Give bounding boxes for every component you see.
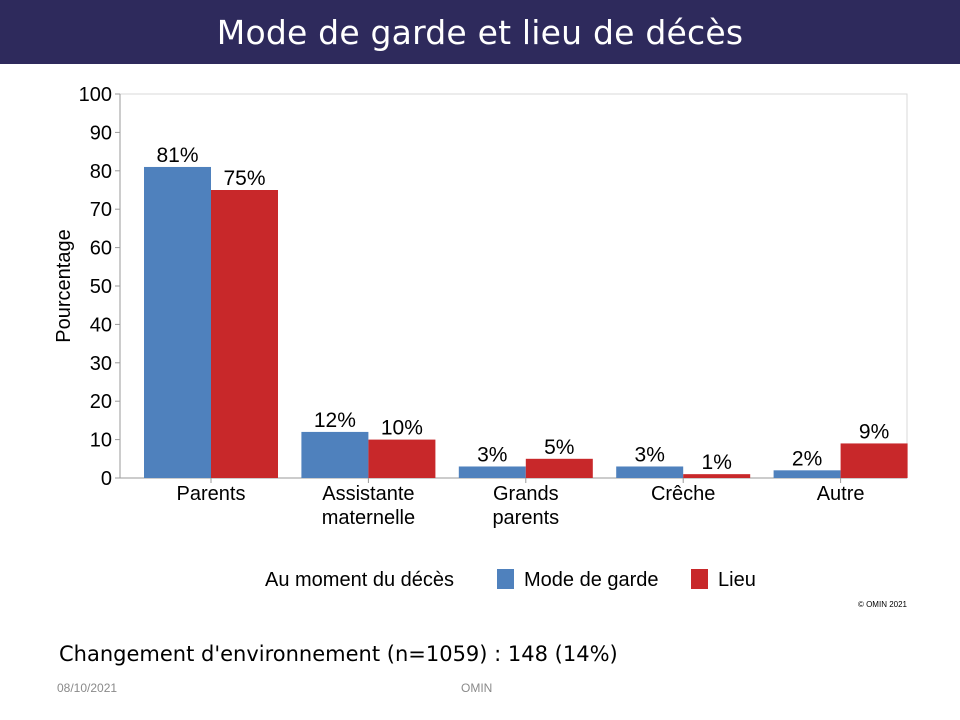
legend-title: Au moment du décès bbox=[265, 569, 454, 591]
bar-mode-de-garde bbox=[301, 431, 369, 478]
title-bar: Mode de garde et lieu de décès bbox=[0, 0, 960, 64]
y-tick-label: 20 bbox=[90, 391, 112, 413]
chart-copyright: © OMIN 2021 bbox=[858, 600, 908, 609]
y-axis-label: Pourcentage bbox=[53, 229, 75, 342]
y-tick-label: 40 bbox=[90, 314, 112, 336]
y-tick-label: 90 bbox=[90, 122, 112, 144]
bar-lieu bbox=[211, 190, 278, 478]
bar-lieu bbox=[525, 458, 593, 478]
data-label: 5% bbox=[544, 436, 574, 459]
bar-lieu bbox=[683, 474, 751, 478]
bar-lieu bbox=[368, 439, 436, 478]
data-label: 9% bbox=[859, 420, 889, 443]
data-label: 12% bbox=[314, 409, 356, 432]
y-tick-label: 50 bbox=[90, 276, 112, 298]
bar-mode-de-garde bbox=[144, 166, 211, 478]
slide-title: Mode de garde et lieu de décès bbox=[216, 12, 744, 52]
data-label: 3% bbox=[477, 443, 507, 466]
y-tick-label: 70 bbox=[90, 199, 112, 221]
legend-swatch-lieu bbox=[691, 569, 708, 589]
bar-mode-de-garde bbox=[616, 466, 684, 478]
footer-date: 08/10/2021 bbox=[57, 681, 118, 695]
legend-label-mode-de-garde: Mode de garde bbox=[524, 569, 659, 591]
y-tick-label: 30 bbox=[90, 353, 112, 375]
y-tick-label: 0 bbox=[101, 468, 112, 490]
bar-lieu bbox=[840, 443, 908, 478]
data-label: 75% bbox=[223, 167, 265, 190]
data-label: 3% bbox=[635, 443, 665, 466]
y-tick-label: 10 bbox=[90, 430, 112, 452]
x-tick-label: Grands bbox=[493, 483, 559, 505]
data-label: 10% bbox=[381, 417, 423, 440]
legend-label-lieu: Lieu bbox=[718, 569, 756, 591]
y-tick-label: 60 bbox=[90, 238, 112, 260]
footer-center: OMIN bbox=[461, 681, 493, 695]
data-label: 1% bbox=[702, 451, 732, 474]
bar-mode-de-garde bbox=[773, 470, 841, 478]
x-tick-label: Parents bbox=[177, 483, 246, 505]
x-tick-label: Assistante bbox=[322, 483, 414, 505]
legend-swatch-mode-de-garde bbox=[497, 569, 514, 589]
data-label: 2% bbox=[792, 447, 822, 470]
x-tick-label: Crêche bbox=[651, 483, 715, 505]
x-tick-label: maternelle bbox=[322, 507, 415, 529]
y-tick-label: 100 bbox=[79, 84, 112, 106]
x-tick-label: parents bbox=[492, 507, 559, 529]
environment-change-caption: Changement d'environnement (n=1059) : 14… bbox=[59, 642, 618, 666]
bar-chart: 0 10 20 30 40 50 60 70 80 90 100 Pourcentage 81% 75% P… bbox=[53, 84, 908, 609]
bar-mode-de-garde bbox=[458, 466, 526, 478]
y-tick-label: 80 bbox=[90, 161, 112, 183]
x-tick-label: Autre bbox=[817, 483, 865, 505]
data-label: 81% bbox=[156, 144, 198, 167]
